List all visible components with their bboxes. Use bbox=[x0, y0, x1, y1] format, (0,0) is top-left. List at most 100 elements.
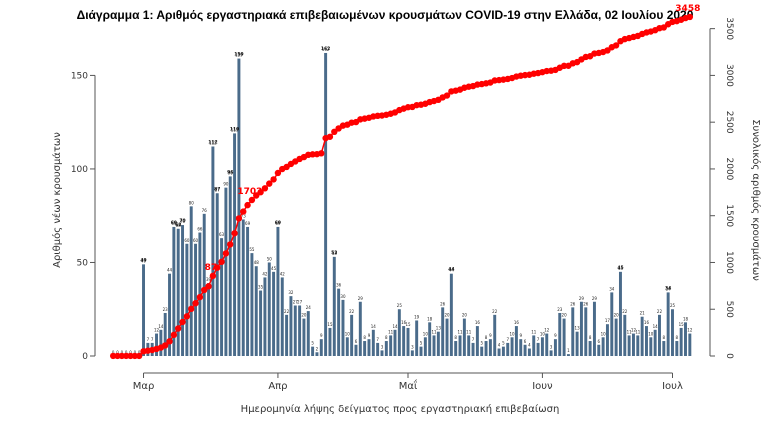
bar bbox=[501, 346, 505, 356]
bar-value-label: 9 bbox=[489, 333, 492, 338]
bar bbox=[176, 228, 180, 356]
y-left-tick-label: 0 bbox=[82, 352, 88, 362]
bar bbox=[233, 133, 237, 356]
bar bbox=[254, 266, 258, 356]
bar bbox=[553, 339, 557, 356]
bar-value-label: 159 bbox=[235, 53, 243, 58]
bar-value-label: 7 bbox=[506, 337, 509, 342]
bar bbox=[610, 292, 614, 356]
bar-value-label: 5 bbox=[480, 341, 483, 346]
bar-value-label: 8 bbox=[363, 335, 366, 340]
cumulative-point bbox=[253, 192, 260, 199]
x-tick-label: Μαΐ bbox=[399, 378, 418, 392]
bar-value-label: 7 bbox=[537, 337, 540, 342]
bar-value-label: 10 bbox=[510, 331, 516, 336]
bar-value-label: 11 bbox=[627, 329, 633, 334]
bar bbox=[584, 307, 588, 356]
bar-value-label: 21 bbox=[640, 311, 646, 316]
bar bbox=[246, 226, 250, 356]
bar bbox=[315, 352, 319, 356]
bar-value-label: 18 bbox=[683, 316, 689, 321]
bar bbox=[462, 318, 466, 356]
bar bbox=[311, 346, 315, 356]
cumulative-point bbox=[235, 215, 243, 222]
bar-value-label: 42 bbox=[262, 271, 268, 276]
bar bbox=[293, 305, 297, 356]
bar-value-label: 10 bbox=[601, 331, 607, 336]
bar bbox=[393, 329, 397, 356]
bar-value-label: 39 bbox=[206, 277, 212, 282]
cumulative-point bbox=[218, 258, 225, 266]
bar bbox=[194, 243, 198, 356]
bar bbox=[367, 339, 371, 356]
bar-value-label: 112 bbox=[209, 140, 217, 145]
bar bbox=[601, 337, 605, 356]
bar bbox=[671, 309, 674, 356]
y-left-tick-label: 50 bbox=[77, 258, 89, 268]
bar-value-label: 12 bbox=[154, 328, 160, 333]
bar-value-label: 29 bbox=[592, 296, 598, 301]
bar bbox=[402, 326, 406, 356]
bar-value-label: 0 bbox=[138, 350, 141, 355]
bar-value-label: 20 bbox=[301, 313, 307, 318]
bar-value-label: 15 bbox=[327, 322, 333, 327]
chart-title: Διάγραμμα 1: Αριθμός εργαστηριακά επιβεβ… bbox=[76, 8, 694, 22]
bar-value-label: 10 bbox=[648, 331, 654, 336]
bar-value-label: 22 bbox=[622, 309, 628, 314]
bar-highlight-label: 45 bbox=[617, 265, 623, 271]
bar-value-label: 9 bbox=[519, 333, 522, 338]
bar-value-label: 35 bbox=[258, 285, 264, 290]
bar-value-label: 32 bbox=[288, 290, 294, 295]
bar-value-label: 4 bbox=[528, 343, 531, 348]
cumulative-point bbox=[612, 42, 620, 49]
y-axis-right-label: Συνολικός αριθμός κρουσμάτων bbox=[750, 119, 762, 281]
bar-value-label: 6 bbox=[355, 339, 358, 344]
cumulative-point bbox=[270, 176, 277, 183]
bar bbox=[397, 309, 401, 356]
bar bbox=[480, 346, 484, 356]
y-left-tick-label: 100 bbox=[71, 165, 88, 175]
bar bbox=[454, 341, 458, 356]
bar-value-label: 11 bbox=[466, 329, 472, 334]
cumulative-point bbox=[248, 196, 256, 204]
bar bbox=[658, 314, 661, 356]
cumulative-point bbox=[326, 133, 334, 140]
bar bbox=[332, 256, 336, 356]
bar-highlight-label: 96 bbox=[227, 169, 233, 175]
bar-value-label: 22 bbox=[284, 309, 290, 314]
x-tick-label: Ιουν bbox=[532, 381, 553, 392]
bar bbox=[579, 301, 583, 356]
bar-value-label: 6 bbox=[524, 339, 527, 344]
bar bbox=[506, 342, 510, 356]
bar-value-label: 25 bbox=[397, 303, 403, 308]
bar bbox=[675, 341, 679, 356]
bar bbox=[159, 329, 163, 356]
bar-value-label: 4 bbox=[498, 343, 501, 348]
bar bbox=[328, 327, 332, 356]
bar bbox=[475, 326, 479, 356]
bar bbox=[536, 342, 540, 356]
bar bbox=[419, 346, 423, 356]
bar bbox=[441, 307, 445, 356]
bar bbox=[605, 324, 609, 356]
bar bbox=[380, 350, 384, 356]
bar-highlight-label: 70 bbox=[179, 218, 185, 224]
cumulative-point bbox=[166, 338, 173, 345]
bar-value-label: 0 bbox=[125, 350, 128, 355]
bar bbox=[571, 307, 575, 356]
bar-value-label: 162 bbox=[322, 47, 330, 52]
bar bbox=[618, 271, 622, 356]
bar-value-label: 69 bbox=[275, 221, 281, 226]
cumulative-point bbox=[214, 264, 221, 271]
bar bbox=[337, 288, 341, 356]
bar-value-label: 9 bbox=[368, 333, 371, 338]
bar-value-label: 0 bbox=[129, 350, 132, 355]
bar bbox=[523, 344, 527, 356]
bar bbox=[406, 327, 410, 356]
bar-value-label: 34 bbox=[666, 286, 672, 291]
cumulative-point bbox=[257, 189, 264, 196]
bar bbox=[345, 337, 349, 356]
bar bbox=[458, 335, 462, 356]
bar bbox=[562, 318, 566, 356]
